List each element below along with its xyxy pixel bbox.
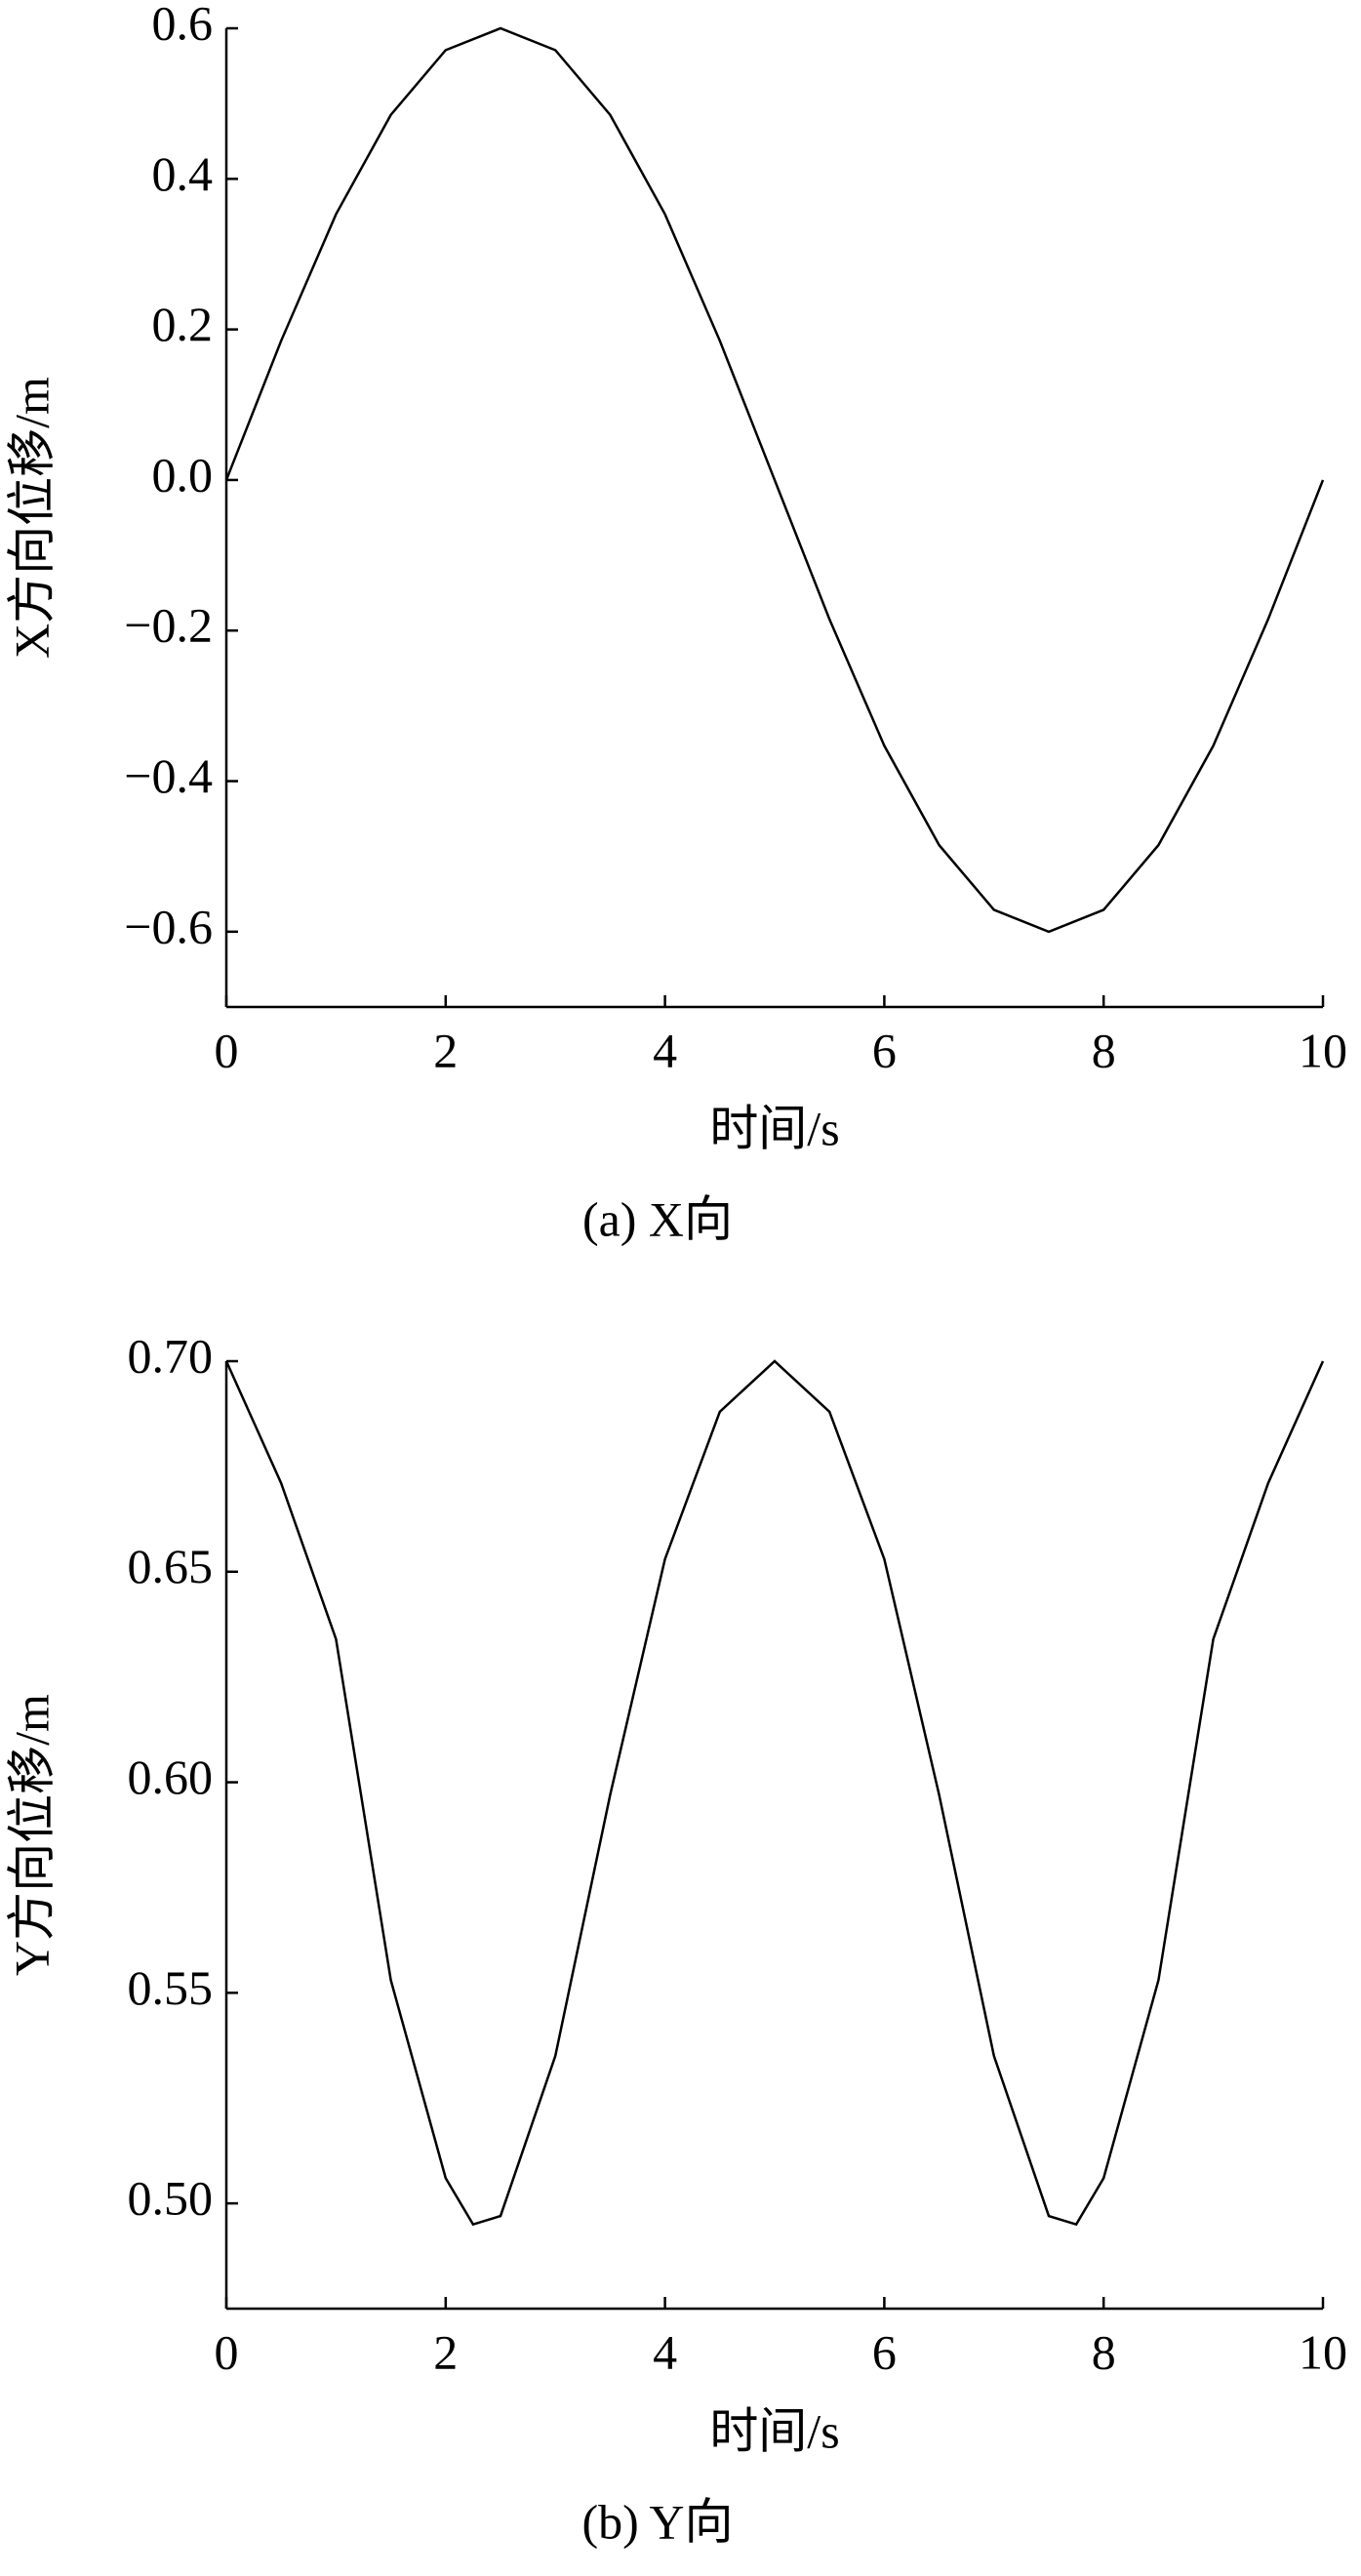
x-tick-label: 10 [1299, 1023, 1347, 1077]
x-tick-label: 0 [215, 2324, 239, 2379]
x-tick-label: 6 [872, 2324, 897, 2379]
y-tick-label: 0.50 [128, 2171, 214, 2226]
x-axis-label: 时间/s [709, 2403, 839, 2458]
y-tick-label: 0.2 [152, 297, 214, 351]
x-tick-label: 4 [653, 2324, 677, 2379]
x-tick-label: 4 [653, 1023, 677, 1077]
y-tick-label: 0.4 [152, 146, 214, 201]
caption: (b) Y向 [581, 2494, 733, 2549]
y-tick-label: 0.65 [128, 1539, 214, 1593]
y-axis-label: Y方向位移/m [4, 1694, 59, 1976]
y-axis-label: X方向位移/m [4, 377, 59, 659]
line-series [224, 1359, 1325, 2227]
x-tick-label: 6 [872, 1023, 897, 1077]
y-tick-label: 0.70 [128, 1328, 214, 1383]
x-tick-label: 8 [1092, 1023, 1116, 1077]
x-tick-label: 0 [215, 1023, 239, 1077]
x-tick-label: 2 [433, 2324, 458, 2379]
y-tick-label: −0.6 [124, 899, 213, 953]
y-tick-label: −0.4 [124, 748, 213, 803]
x-tick-label: 8 [1092, 2324, 1116, 2379]
y-tick-label: −0.2 [124, 598, 213, 653]
caption: (a) X向 [582, 1191, 733, 1246]
x-axis-label: 时间/s [709, 1101, 839, 1155]
y-tick-label: 0.6 [152, 0, 214, 50]
x-tick-label: 2 [433, 1023, 458, 1077]
y-tick-label: 0.0 [152, 447, 214, 502]
x-tick-label: 10 [1299, 2324, 1347, 2379]
y-tick-label: 0.55 [128, 1960, 214, 2015]
line-series [224, 26, 1325, 934]
y-tick-label: 0.60 [128, 1750, 214, 1804]
